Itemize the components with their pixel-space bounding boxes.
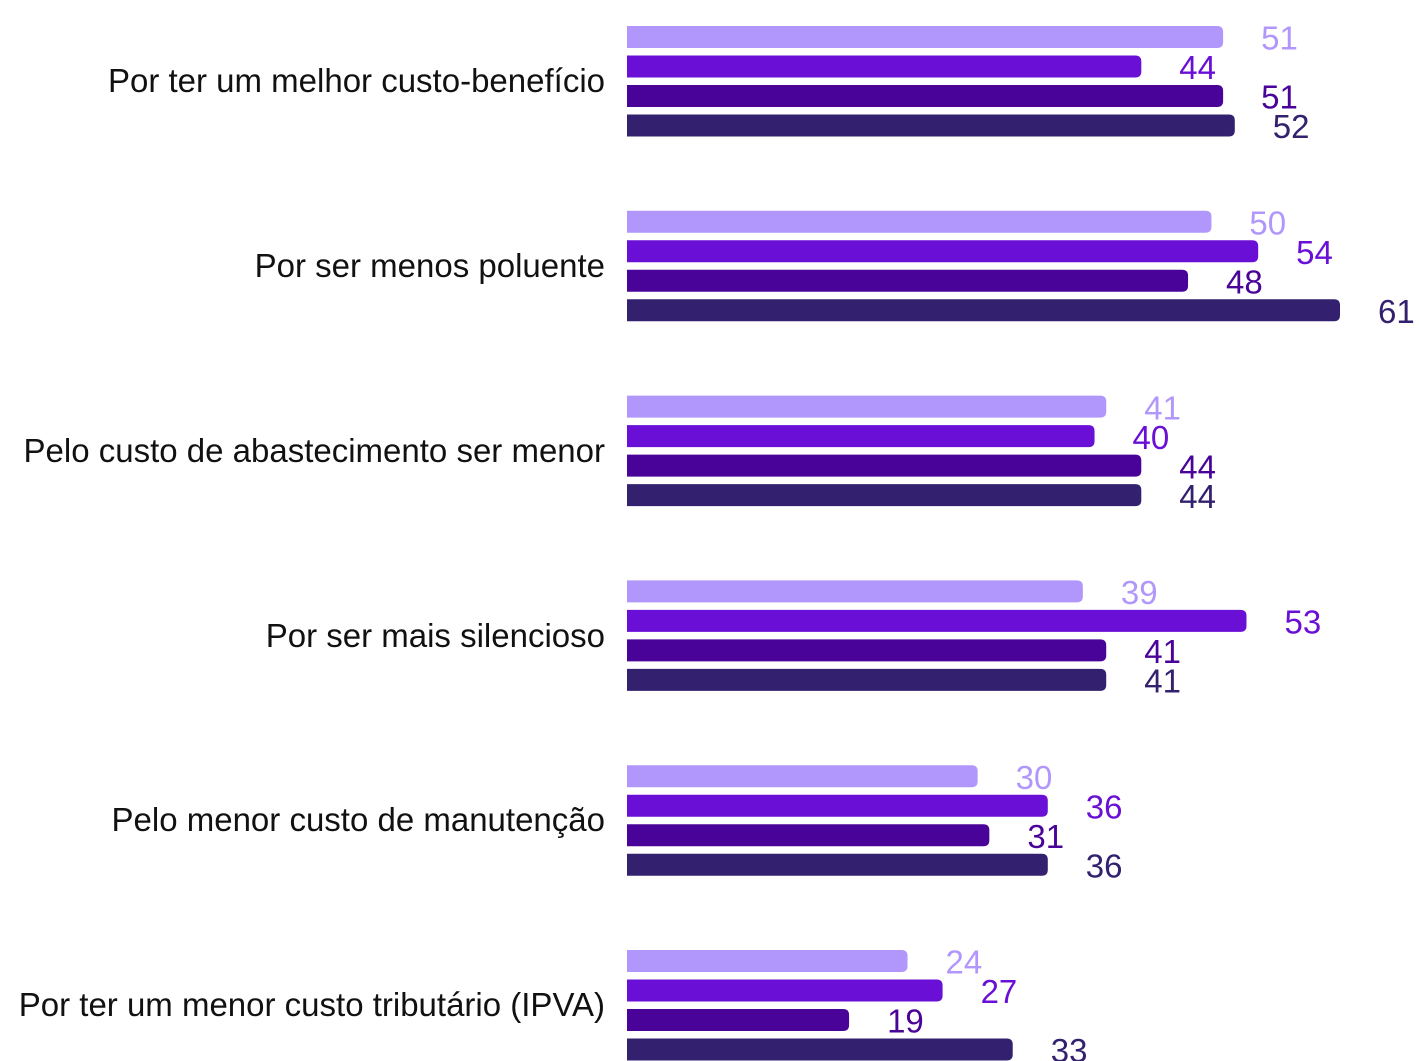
value-label: 19: [887, 1003, 924, 1040]
bar: [627, 765, 978, 788]
bar: [627, 85, 1224, 107]
bar: [627, 668, 1107, 691]
bar: [627, 425, 1095, 448]
bar: [627, 114, 1235, 137]
value-label: 61: [1378, 293, 1415, 330]
category-label: Por ser mais silencioso: [265, 616, 605, 654]
value-label: 51: [1261, 79, 1298, 116]
value-label: 41: [1144, 389, 1181, 426]
category-label: Por ter um melhor custo-benefício: [107, 62, 605, 100]
bar: [627, 609, 1247, 632]
bar: [627, 794, 1048, 817]
value-label: 53: [1284, 604, 1321, 641]
value-label: 50: [1249, 205, 1286, 242]
value-label: 52: [1273, 108, 1310, 145]
bar: [627, 1038, 1013, 1061]
value-label: 30: [1016, 759, 1053, 796]
value-label: 27: [981, 973, 1018, 1010]
value-label: 41: [1144, 633, 1181, 670]
category-label: Pelo custo de abastecimento ser menor: [23, 431, 605, 469]
bar: [627, 210, 1212, 233]
category-label: Pelo menor custo de manutenção: [111, 801, 605, 839]
value-label: 33: [1051, 1032, 1088, 1061]
value-label: 41: [1144, 663, 1181, 700]
bar: [627, 824, 990, 847]
category-label: Por ser menos poluente: [254, 247, 605, 285]
value-label: 48: [1226, 264, 1263, 301]
bar: [627, 55, 1142, 78]
value-label: 31: [1027, 818, 1064, 855]
value-label: 36: [1086, 847, 1123, 884]
bar: [627, 240, 1259, 263]
value-label: 51: [1261, 20, 1298, 57]
bar: [627, 979, 943, 1002]
value-label: 44: [1179, 448, 1216, 485]
bar: [627, 454, 1142, 477]
value-label: 44: [1179, 478, 1216, 515]
bar: [627, 299, 1340, 322]
category-label: Por ter um menor custo tributário (IPVA): [18, 986, 605, 1024]
bar: [627, 269, 1189, 292]
bar: [627, 950, 908, 972]
bar: [627, 1009, 850, 1031]
bar: [627, 580, 1083, 603]
bar: [627, 639, 1107, 662]
bar: [627, 853, 1048, 876]
value-label: 39: [1121, 574, 1158, 611]
bar: [627, 484, 1142, 507]
value-label: 36: [1086, 788, 1123, 825]
value-label: 44: [1179, 49, 1216, 86]
value-label: 40: [1133, 419, 1170, 456]
bar: [627, 26, 1224, 48]
value-label: 24: [946, 944, 983, 981]
bar: [627, 395, 1107, 418]
value-label: 54: [1296, 234, 1333, 271]
